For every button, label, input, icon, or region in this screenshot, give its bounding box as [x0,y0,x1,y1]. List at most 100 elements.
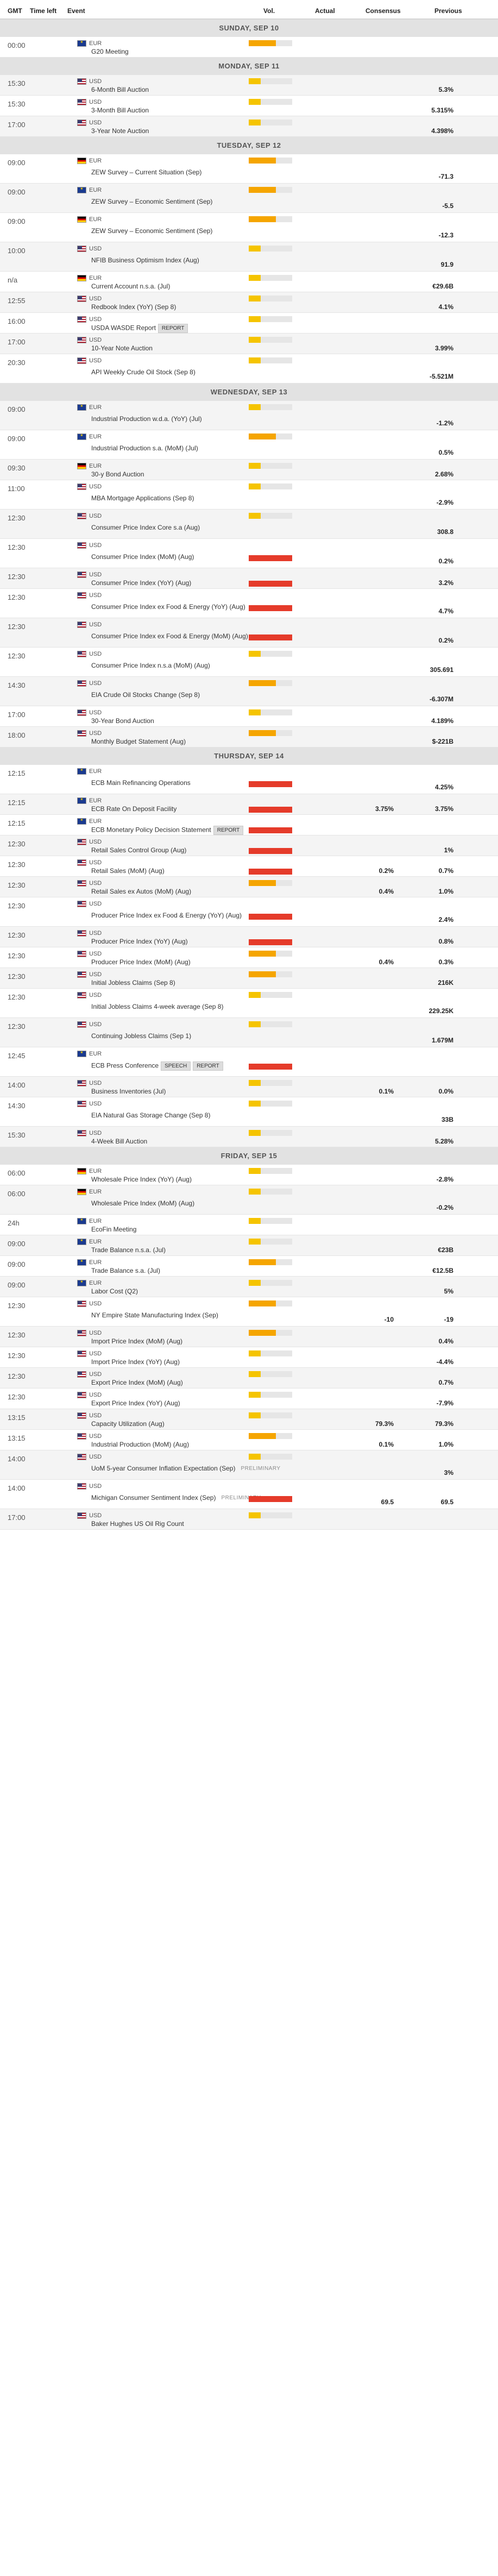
event-name[interactable]: EIA Natural Gas Storage Change (Sep 8) [91,1111,211,1119]
event-name[interactable]: Industrial Production w.d.a. (YoY) (Jul) [91,415,202,423]
event-row[interactable]: 12:30 USD Consumer Price Index Core s.a (A… [0,510,498,539]
event-row[interactable]: 06:00 EUR Wholesale Price Index (YoY) (Aug… [0,1165,498,1185]
event-column-header[interactable]: Event [67,7,85,15]
event-name[interactable]: ZEW Survey – Economic Sentiment (Sep) [91,227,213,235]
event-name[interactable]: 6-Month Bill Auction [91,86,149,93]
event-name[interactable]: Capacity Utilization (Aug) [91,1420,165,1428]
event-name[interactable]: Retail Sales ex Autos (MoM) (Aug) [91,888,192,895]
event-row[interactable]: 13:15 USD Capacity Utilization (Aug) 79.3% 7… [0,1409,498,1430]
event-row[interactable]: 14:30 USD EIA Natural Gas Storage Change (… [0,1097,498,1127]
event-row[interactable]: 14:00 USD Business Inventories (Jul) 0.1% 0.… [0,1077,498,1097]
event-row[interactable]: 12:30 USD Producer Price Index (YoY) (Aug)… [0,927,498,947]
event-row[interactable]: 12:30 USD Retail Sales (MoM) (Aug) 0.2% 0.7% [0,856,498,877]
event-row[interactable]: 17:00 USD Baker Hughes US Oil Rig Count [0,1509,498,1530]
event-row[interactable]: 09:30 EUR 30-y Bond Auction 2.68% [0,460,498,480]
event-row[interactable]: 12:30 USD Consumer Price Index ex Food & E… [0,589,498,618]
event-name[interactable]: 30-y Bond Auction [91,470,144,478]
event-name[interactable]: NY Empire State Manufacturing Index (Sep… [91,1311,218,1319]
event-row[interactable]: 13:15 USD Industrial Production (MoM) (Aug… [0,1430,498,1450]
actual-column-header[interactable]: Actual [315,7,335,15]
event-row[interactable]: 09:00 EUR ZEW Survey – Economic Sentiment … [0,213,498,242]
event-name[interactable]: ECB Press Conference [91,1061,159,1070]
vol-column-header[interactable]: Vol. [263,7,275,15]
event-row[interactable]: 09:00 EUR ZEW Survey – Economic Sentiment … [0,184,498,213]
event-name[interactable]: 30-Year Bond Auction [91,717,154,725]
event-name[interactable]: Industrial Production (MoM) (Aug) [91,1441,190,1448]
event-row[interactable]: 12:30 USD Import Price Index (MoM) (Aug) 0.… [0,1327,498,1347]
event-row[interactable]: 12:30 USD Export Price Index (MoM) (Aug) 0.… [0,1368,498,1388]
event-row[interactable]: 12:30 USD Import Price Index (YoY) (Aug) -4… [0,1347,498,1368]
event-name[interactable]: Baker Hughes US Oil Rig Count [91,1520,184,1528]
event-row[interactable]: 12:30 USD Initial Jobless Claims (Sep 8) 21… [0,968,498,989]
event-name[interactable]: USDA WASDE Report [91,324,156,332]
consensus-column-header[interactable]: Consensus [365,7,401,15]
event-name[interactable]: Retail Sales (MoM) (Aug) [91,867,165,875]
event-name[interactable]: 3-Month Bill Auction [91,106,149,114]
event-name[interactable]: Wholesale Price Index (YoY) (Aug) [91,1176,192,1183]
event-row[interactable]: 10:00 USD NFIB Business Optimism Index (Au… [0,242,498,272]
event-name[interactable]: Labor Cost (Q2) [91,1287,138,1295]
event-name[interactable]: Export Price Index (YoY) (Aug) [91,1399,180,1407]
event-row[interactable]: 14:00 USD UoM 5-year Consumer Inflation Ex… [0,1450,498,1480]
event-name[interactable]: Export Price Index (MoM) (Aug) [91,1379,183,1386]
event-row[interactable]: 12:30 USD Consumer Price Index ex Food & E… [0,618,498,648]
event-name[interactable]: ECB Rate On Deposit Facility [91,805,177,813]
event-row[interactable]: 12:30 USD NY Empire State Manufacturing In… [0,1297,498,1327]
event-name[interactable]: Producer Price Index (YoY) (Aug) [91,938,188,945]
event-name[interactable]: Wholesale Price Index (MoM) (Aug) [91,1199,195,1207]
event-name[interactable]: Trade Balance s.a. (Jul) [91,1267,160,1274]
event-row[interactable]: 09:00 EUR Industrial Production s.a. (MoM)… [0,430,498,460]
event-row[interactable]: n/a EUR Current Account n.s.a. (Jul) €29.6B [0,272,498,292]
event-name[interactable]: G20 Meeting [91,48,129,55]
event-row[interactable]: 12:30 USD Continuing Jobless Claims (Sep 1… [0,1018,498,1047]
gmt-column-header[interactable]: GMT [8,7,22,15]
event-row[interactable]: 12:30 USD Consumer Price Index (YoY) (Aug)… [0,568,498,589]
event-name[interactable]: Business Inventories (Jul) [91,1088,166,1095]
time-left-column-header[interactable]: Time left [30,7,57,15]
previous-column-header[interactable]: Previous [434,7,462,15]
event-name[interactable]: MBA Mortgage Applications (Sep 8) [91,494,194,502]
event-row[interactable]: 12:15 EUR ECB Main Refinancing Operations 4… [0,765,498,794]
event-name[interactable]: Import Price Index (YoY) (Aug) [91,1358,180,1366]
event-name[interactable]: Michigan Consumer Sentiment Index (Sep) [91,1494,216,1501]
event-name[interactable]: Consumer Price Index (MoM) (Aug) [91,553,194,561]
event-name[interactable]: UoM 5-year Consumer Inflation Expectatio… [91,1465,236,1472]
event-name[interactable]: Import Price Index (MoM) (Aug) [91,1337,183,1345]
event-name[interactable]: Consumer Price Index (YoY) (Aug) [91,579,192,587]
event-name[interactable]: ECB Monetary Policy Decision Statement [91,826,211,834]
event-name[interactable]: ZEW Survey – Economic Sentiment (Sep) [91,198,213,205]
event-name[interactable]: 3-Year Note Auction [91,127,149,135]
event-name[interactable]: EIA Crude Oil Stocks Change (Sep 8) [91,691,200,699]
event-row[interactable]: 17:00 USD 30-Year Bond Auction 4.189% [0,706,498,727]
event-row[interactable]: 15:30 USD 3-Month Bill Auction 5.315% [0,96,498,116]
event-name[interactable]: Consumer Price Index n.s.a (MoM) (Aug) [91,662,210,669]
event-name[interactable]: API Weekly Crude Oil Stock (Sep 8) [91,368,196,376]
event-name[interactable]: Consumer Price Index Core s.a (Aug) [91,524,200,531]
event-row[interactable]: 17:00 USD 10-Year Note Auction 3.99% [0,334,498,354]
event-row[interactable]: 12:30 USD Retail Sales ex Autos (MoM) (Aug… [0,877,498,897]
event-name[interactable]: Initial Jobless Claims (Sep 8) [91,979,175,987]
event-name[interactable]: Continuing Jobless Claims (Sep 1) [91,1032,192,1040]
event-row[interactable]: 11:00 USD MBA Mortgage Applications (Sep 8… [0,480,498,510]
event-name[interactable]: 4-Week Bill Auction [91,1138,148,1145]
event-row[interactable]: 15:30 USD 4-Week Bill Auction 5.28% [0,1127,498,1147]
event-name[interactable]: Initial Jobless Claims 4-week average (S… [91,1003,224,1010]
event-row[interactable]: 14:00 USD Michigan Consumer Sentiment Inde… [0,1480,498,1509]
event-row[interactable]: 12:30 USD Initial Jobless Claims 4-week av… [0,989,498,1018]
event-name[interactable]: Consumer Price Index ex Food & Energy (M… [91,632,248,640]
event-row[interactable]: 18:00 USD Monthly Budget Statement (Aug) $-… [0,727,498,747]
event-name[interactable]: Consumer Price Index ex Food & Energy (Y… [91,603,245,611]
event-name[interactable]: Producer Price Index (MoM) (Aug) [91,958,191,966]
event-name[interactable]: Current Account n.s.a. (Jul) [91,282,171,290]
event-name[interactable]: Industrial Production s.a. (MoM) (Jul) [91,444,198,452]
event-row[interactable]: 12:30 USD Consumer Price Index (MoM) (Aug)… [0,539,498,568]
event-name[interactable]: Trade Balance n.s.a. (Jul) [91,1246,166,1254]
event-row[interactable]: 09:00 EUR ZEW Survey – Current Situation (… [0,154,498,184]
event-row[interactable]: 12:30 USD Consumer Price Index n.s.a (MoM)… [0,648,498,677]
